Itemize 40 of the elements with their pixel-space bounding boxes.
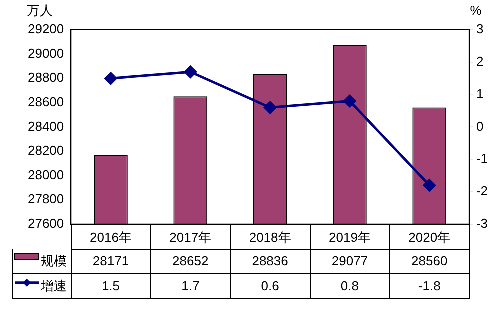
data-label: 1.7 — [182, 278, 200, 294]
y2-tick-label: 1 — [476, 86, 484, 102]
x-tick-label: 2018年 — [249, 230, 292, 245]
data-label: -1.8 — [418, 278, 441, 294]
data-label: 28171 — [92, 253, 130, 268]
data-label: 28560 — [412, 253, 448, 268]
point — [104, 72, 118, 85]
data-label: 28652 — [172, 253, 209, 268]
y-tick-label: 29000 — [28, 46, 64, 61]
data-label: 1.5 — [102, 278, 120, 294]
point — [184, 66, 197, 78]
y-tick-label: 27600 — [28, 216, 64, 231]
y2-tick-label: -1 — [476, 151, 488, 166]
x-tick-label: 2016年 — [90, 230, 132, 245]
y-tick-label: 28800 — [28, 70, 64, 86]
x-tick-label: 2017年 — [170, 230, 212, 245]
y2-tick-label: 0 — [476, 118, 484, 134]
y2-tick-label: -3 — [476, 216, 488, 231]
data-label: 29077 — [332, 253, 368, 268]
y-tick-label: 28600 — [28, 94, 64, 110]
point — [423, 179, 436, 192]
y-tick-label: 28400 — [28, 118, 64, 134]
legend-label: 增速 — [40, 278, 67, 294]
data-label: 28836 — [252, 253, 288, 268]
y2-tick-label: 3 — [476, 22, 484, 37]
y-tick-label: 28200 — [28, 143, 64, 158]
x-tick-label: 2019年 — [328, 230, 371, 245]
y-tick-label: 28000 — [28, 167, 64, 182]
y2-tick-label: 2 — [476, 54, 484, 69]
data-label: 0.8 — [340, 278, 359, 294]
y2-axis-title: % — [470, 3, 482, 18]
y-axis-title: 万人 — [27, 3, 53, 18]
y-tick-label: 27800 — [28, 192, 64, 207]
x-tick-label: 2020年 — [408, 230, 451, 245]
legend-label: 规模 — [41, 253, 67, 268]
point — [344, 95, 356, 108]
y2-tick-label: -2 — [476, 184, 488, 199]
data-label: 0.6 — [261, 278, 280, 294]
point — [264, 102, 277, 114]
y-tick-label: 29200 — [28, 22, 64, 37]
